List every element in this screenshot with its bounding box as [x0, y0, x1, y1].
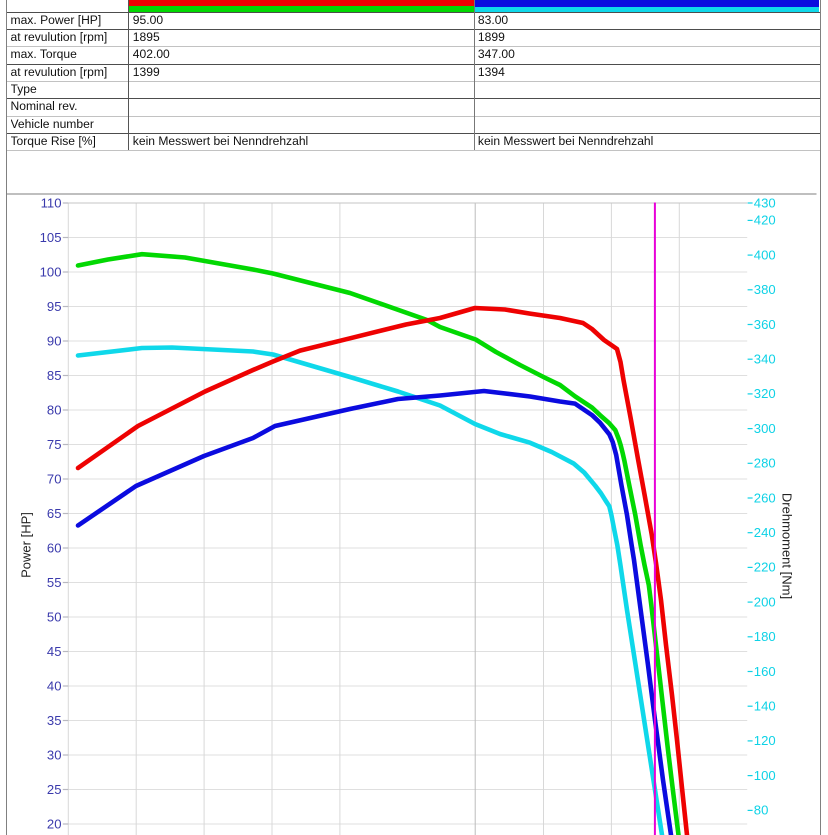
svg-text:95: 95 [47, 299, 62, 314]
svg-text:50: 50 [47, 609, 62, 624]
svg-text:Drehmoment [Nm]: Drehmoment [Nm] [780, 493, 795, 599]
svg-text:Power [HP]: Power [HP] [19, 512, 34, 578]
svg-text:200: 200 [754, 594, 776, 609]
svg-text:400: 400 [754, 247, 776, 262]
svg-text:100: 100 [40, 264, 62, 279]
svg-text:40: 40 [47, 678, 62, 693]
svg-text:35: 35 [47, 713, 62, 728]
svg-text:180: 180 [754, 629, 776, 644]
svg-text:430: 430 [754, 195, 776, 210]
svg-text:340: 340 [754, 352, 776, 367]
svg-text:320: 320 [754, 386, 776, 401]
svg-text:90: 90 [47, 333, 62, 348]
svg-text:25: 25 [47, 782, 62, 797]
svg-text:20: 20 [47, 816, 62, 831]
svg-text:360: 360 [754, 317, 776, 332]
svg-text:80: 80 [47, 402, 62, 417]
svg-text:160: 160 [754, 664, 776, 679]
svg-text:70: 70 [47, 471, 62, 486]
svg-text:280: 280 [754, 456, 776, 471]
svg-text:300: 300 [754, 421, 776, 436]
svg-text:110: 110 [41, 195, 62, 210]
svg-text:100: 100 [754, 768, 776, 783]
svg-text:240: 240 [754, 525, 776, 540]
svg-text:45: 45 [47, 644, 62, 659]
svg-text:105: 105 [40, 230, 62, 245]
svg-text:55: 55 [47, 575, 62, 590]
svg-text:80: 80 [754, 803, 769, 818]
svg-text:120: 120 [754, 733, 776, 748]
svg-text:60: 60 [47, 540, 62, 555]
svg-text:220: 220 [754, 560, 776, 575]
svg-text:30: 30 [47, 747, 62, 762]
svg-text:420: 420 [754, 213, 776, 228]
svg-text:380: 380 [754, 282, 776, 297]
svg-text:75: 75 [47, 437, 62, 452]
svg-text:140: 140 [754, 699, 776, 714]
svg-text:65: 65 [47, 506, 62, 521]
svg-text:85: 85 [47, 368, 62, 383]
svg-text:260: 260 [754, 490, 776, 505]
